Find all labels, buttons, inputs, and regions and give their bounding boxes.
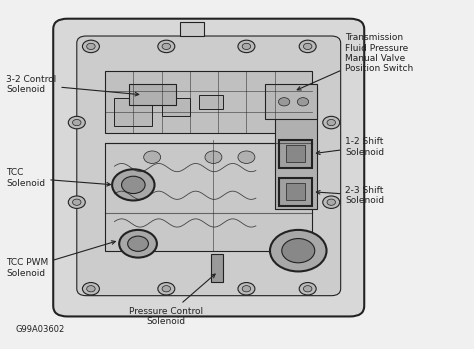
- Bar: [162, 98, 190, 116]
- Text: 1-2 Shift
Solenoid: 1-2 Shift Solenoid: [316, 137, 384, 156]
- Circle shape: [121, 176, 145, 194]
- Circle shape: [323, 116, 340, 129]
- Circle shape: [327, 119, 336, 126]
- Bar: [105, 143, 312, 251]
- Text: TCC
Solenoid: TCC Solenoid: [6, 168, 110, 188]
- Text: G99A03602: G99A03602: [16, 325, 65, 334]
- Circle shape: [297, 98, 309, 106]
- Bar: [279, 178, 312, 206]
- Circle shape: [82, 283, 100, 295]
- Circle shape: [87, 285, 95, 292]
- Circle shape: [303, 43, 312, 50]
- Circle shape: [242, 285, 251, 292]
- Circle shape: [299, 283, 316, 295]
- Circle shape: [162, 285, 171, 292]
- Bar: [115, 98, 152, 126]
- Circle shape: [144, 151, 161, 163]
- Circle shape: [205, 151, 222, 163]
- Circle shape: [278, 98, 290, 106]
- Circle shape: [128, 236, 148, 251]
- Bar: [211, 254, 223, 282]
- Circle shape: [327, 199, 336, 205]
- Bar: [286, 145, 305, 162]
- Circle shape: [282, 239, 315, 263]
- Circle shape: [68, 116, 85, 129]
- Circle shape: [242, 43, 251, 50]
- Circle shape: [87, 43, 95, 50]
- Circle shape: [299, 40, 316, 53]
- Text: TCC PWM
Solenoid: TCC PWM Solenoid: [6, 241, 115, 278]
- FancyBboxPatch shape: [53, 19, 364, 317]
- Text: Pressure Control
Solenoid: Pressure Control Solenoid: [129, 274, 215, 326]
- Circle shape: [82, 40, 100, 53]
- Text: 2-3 Shift
Solenoid: 2-3 Shift Solenoid: [317, 186, 384, 205]
- Circle shape: [323, 196, 340, 208]
- Circle shape: [162, 43, 171, 50]
- Circle shape: [73, 199, 81, 205]
- Bar: [286, 183, 305, 200]
- Text: Transmission
Fluid Pressure
Manual Valve
Position Switch: Transmission Fluid Pressure Manual Valve…: [297, 33, 414, 90]
- Bar: [265, 84, 317, 119]
- FancyBboxPatch shape: [77, 36, 341, 296]
- Circle shape: [270, 230, 327, 272]
- Circle shape: [68, 196, 85, 208]
- Circle shape: [158, 40, 175, 53]
- Bar: [199, 95, 223, 109]
- Bar: [181, 22, 204, 36]
- Text: 3-2 Control
Solenoid: 3-2 Control Solenoid: [6, 75, 139, 96]
- Circle shape: [73, 119, 81, 126]
- Bar: [275, 88, 317, 209]
- Circle shape: [238, 283, 255, 295]
- Bar: [105, 70, 312, 133]
- Bar: [128, 84, 176, 105]
- Circle shape: [158, 283, 175, 295]
- Circle shape: [238, 151, 255, 163]
- Bar: [279, 140, 312, 168]
- Circle shape: [303, 285, 312, 292]
- Circle shape: [119, 230, 157, 258]
- Circle shape: [238, 40, 255, 53]
- Circle shape: [112, 169, 155, 200]
